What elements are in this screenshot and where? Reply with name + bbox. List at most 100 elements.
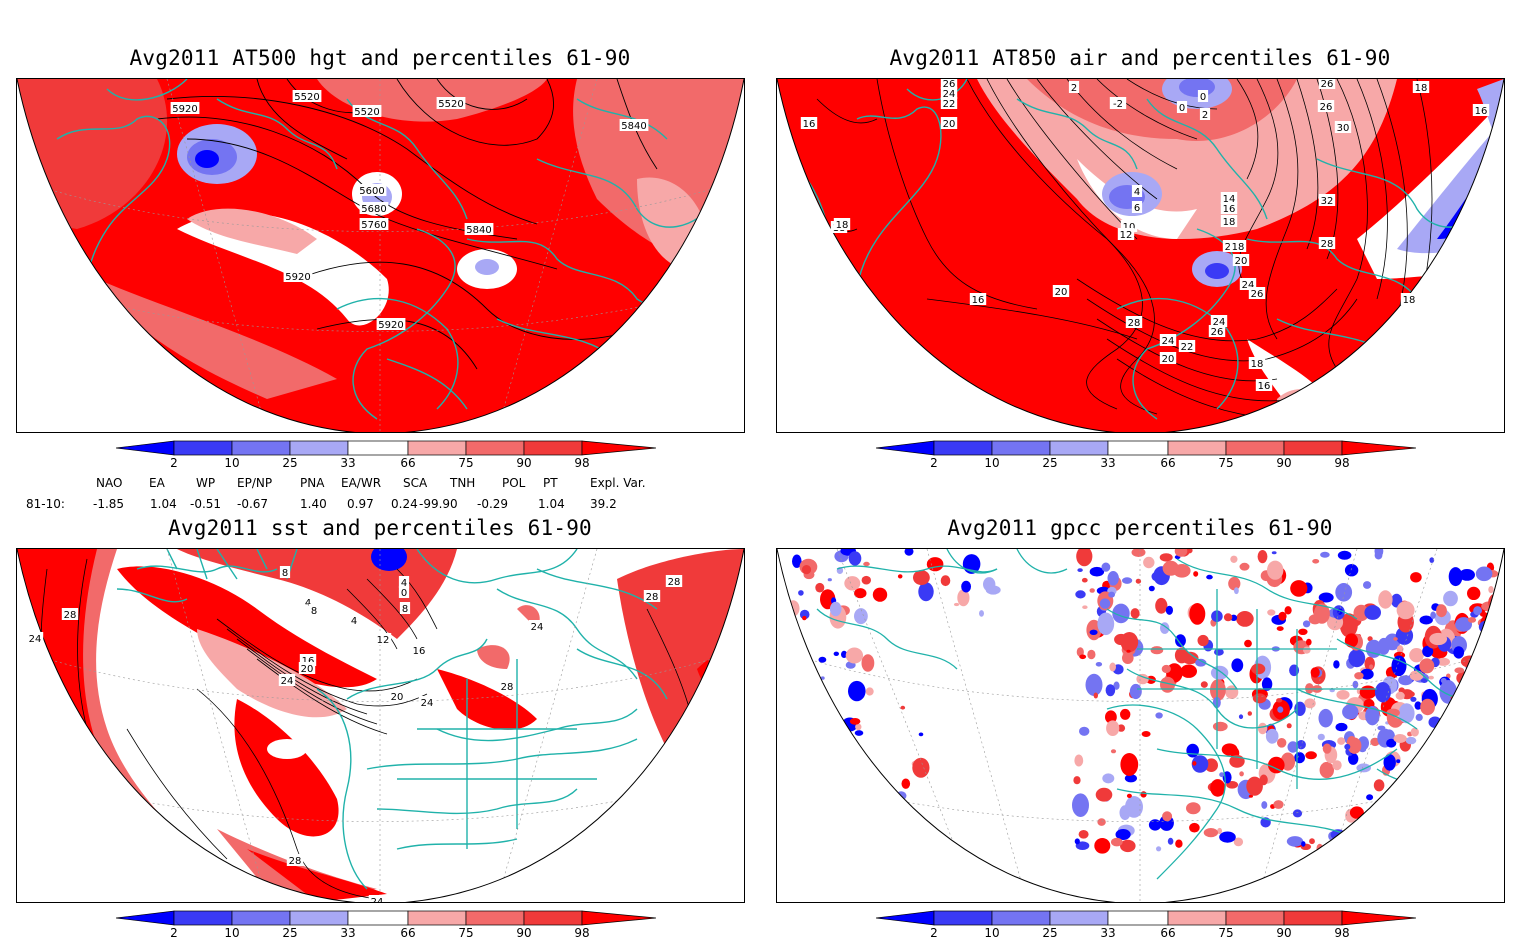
precip-anomaly-patch <box>1277 738 1287 748</box>
precip-anomaly-patch <box>1435 789 1447 799</box>
precip-anomaly-patch <box>1085 673 1103 696</box>
map-panel-air[interactable]: 26242220162-2002262630181618461012141618… <box>776 78 1505 433</box>
contour-label-bg <box>1131 201 1143 213</box>
contour-label-bg <box>1248 357 1266 369</box>
precip-anomaly-patch <box>1223 613 1233 622</box>
precip-anomaly-patch <box>1398 703 1415 724</box>
idx-v-wp: -0.51 <box>190 497 222 511</box>
colorbar-segment <box>1107 440 1169 456</box>
precip-anomaly-patch <box>1458 840 1476 855</box>
precip-anomaly-patch <box>1195 658 1207 667</box>
contour-label-bg <box>1052 285 1070 297</box>
precip-anomaly-patch <box>1120 753 1139 776</box>
precip-anomaly-patch <box>1114 633 1129 646</box>
precip-anomaly-patch <box>1344 564 1359 577</box>
precip-anomaly-patch <box>1247 711 1252 716</box>
precip-anomaly-patch <box>1370 737 1380 747</box>
contour-label: 20 <box>943 119 956 130</box>
map-panel-sst[interactable]: 2824848404812162024162024242828282824 <box>16 548 745 903</box>
precip-anomaly-patch <box>854 730 864 736</box>
precip-anomaly-patch <box>1210 665 1229 680</box>
precip-anomaly-patch <box>1095 787 1113 802</box>
precip-anomaly-patch <box>1193 571 1199 577</box>
precip-anomaly-patch <box>1391 655 1407 677</box>
precip-anomaly-patch <box>1284 606 1292 615</box>
precip-anomaly-patch <box>1257 722 1268 735</box>
precip-anomaly-patch <box>1089 588 1095 593</box>
contour-label-bg <box>308 604 320 616</box>
precip-anomaly-patch <box>1420 678 1428 683</box>
precip-anomaly-patch <box>1113 681 1120 690</box>
precip-anomaly-patch <box>1459 802 1471 817</box>
contour-label: 5520 <box>354 107 379 118</box>
precip-anomaly-patch <box>1076 549 1093 567</box>
contour-label: 32 <box>1321 196 1334 207</box>
contour-label-bg <box>286 854 304 866</box>
precip-anomaly-patch <box>1374 551 1383 560</box>
map-panel-gpcc[interactable] <box>776 548 1505 903</box>
contour-label-bg <box>1125 316 1143 328</box>
colorbar-segment <box>173 910 233 926</box>
precip-anomaly-patch <box>1473 715 1491 736</box>
precip-anomaly-patch <box>1406 845 1415 851</box>
precip-anomaly-patch <box>1455 742 1463 747</box>
precip-anomaly-patch <box>1115 829 1131 840</box>
precip-anomaly-patch <box>1344 743 1351 750</box>
precip-anomaly-patch <box>1082 605 1088 609</box>
precip-anomaly-patch <box>1462 739 1478 761</box>
precip-anomaly-patch <box>1459 569 1475 581</box>
precip-anomaly-patch <box>1210 679 1226 701</box>
precip-anomaly-patch <box>1430 611 1436 619</box>
contour-label: 26 <box>1211 327 1224 338</box>
precip-anomaly-patch <box>1319 761 1334 779</box>
contour-label: 18 <box>1232 242 1245 253</box>
precip-anomaly-patch <box>1470 694 1489 718</box>
contour-label-bg <box>410 644 428 656</box>
contour-label: 24 <box>1213 317 1226 328</box>
precip-anomaly-patch <box>1286 836 1304 847</box>
precip-anomaly-patch <box>1453 646 1465 659</box>
colorbar-segment <box>1167 440 1227 456</box>
precip-anomaly-patch <box>838 736 856 748</box>
colorbar-tick-label: 66 <box>400 456 416 470</box>
contour-label-bg <box>1248 287 1266 299</box>
contour-label: 28 <box>289 856 302 867</box>
precip-anomaly-patch <box>1495 629 1501 634</box>
contour-label-bg <box>368 895 386 902</box>
contour-label-bg <box>278 674 296 686</box>
precip-anomaly-patch <box>1162 811 1173 822</box>
precip-anomaly-patch <box>844 576 861 591</box>
precip-anomaly-patch <box>1415 713 1423 721</box>
precip-anomaly-patch <box>1348 649 1366 668</box>
precip-anomaly-patch <box>833 651 839 656</box>
precip-anomaly-patch <box>1365 639 1382 658</box>
precip-anomaly-patch <box>1348 752 1359 765</box>
contour-label-bg <box>374 633 392 645</box>
map-panel-hgt[interactable]: 5920 5520 5520 5520 5840 5600 5680 5760 5840 5920… <box>16 78 745 433</box>
contour-label: 28 <box>501 682 514 693</box>
precip-anomaly-patch <box>1261 801 1268 809</box>
contour-label-bg <box>1232 254 1250 266</box>
precip-anomaly-patch <box>1398 675 1413 686</box>
precip-anomaly-patch <box>1191 755 1209 773</box>
precip-anomaly-patch <box>1438 718 1455 732</box>
precip-anomaly-patch <box>1422 815 1432 827</box>
precip-anomaly-patch <box>1452 697 1460 703</box>
precip-anomaly-patch <box>794 730 803 742</box>
precip-anomaly-patch <box>1347 737 1362 754</box>
precip-anomaly-patch <box>1206 574 1213 580</box>
colorbar-tick-label: 75 <box>1218 926 1234 940</box>
contour-label-bg <box>298 662 316 674</box>
precip-anomaly-patch <box>845 647 864 664</box>
precip-anomaly-patch <box>1228 576 1241 591</box>
precip-anomaly-patch <box>1392 792 1403 807</box>
contour-label: 16 <box>1223 204 1236 215</box>
contour-label-bg <box>1255 379 1273 391</box>
precip-anomaly-patch <box>1126 649 1131 653</box>
contour-label: 24 <box>371 897 384 902</box>
contour-label-bg <box>643 590 661 602</box>
contour-label-bg <box>464 223 494 235</box>
contour-label: 20 <box>1162 354 1175 365</box>
precip-anomaly-patch <box>1448 567 1463 587</box>
precip-anomaly-patch <box>1233 837 1244 847</box>
